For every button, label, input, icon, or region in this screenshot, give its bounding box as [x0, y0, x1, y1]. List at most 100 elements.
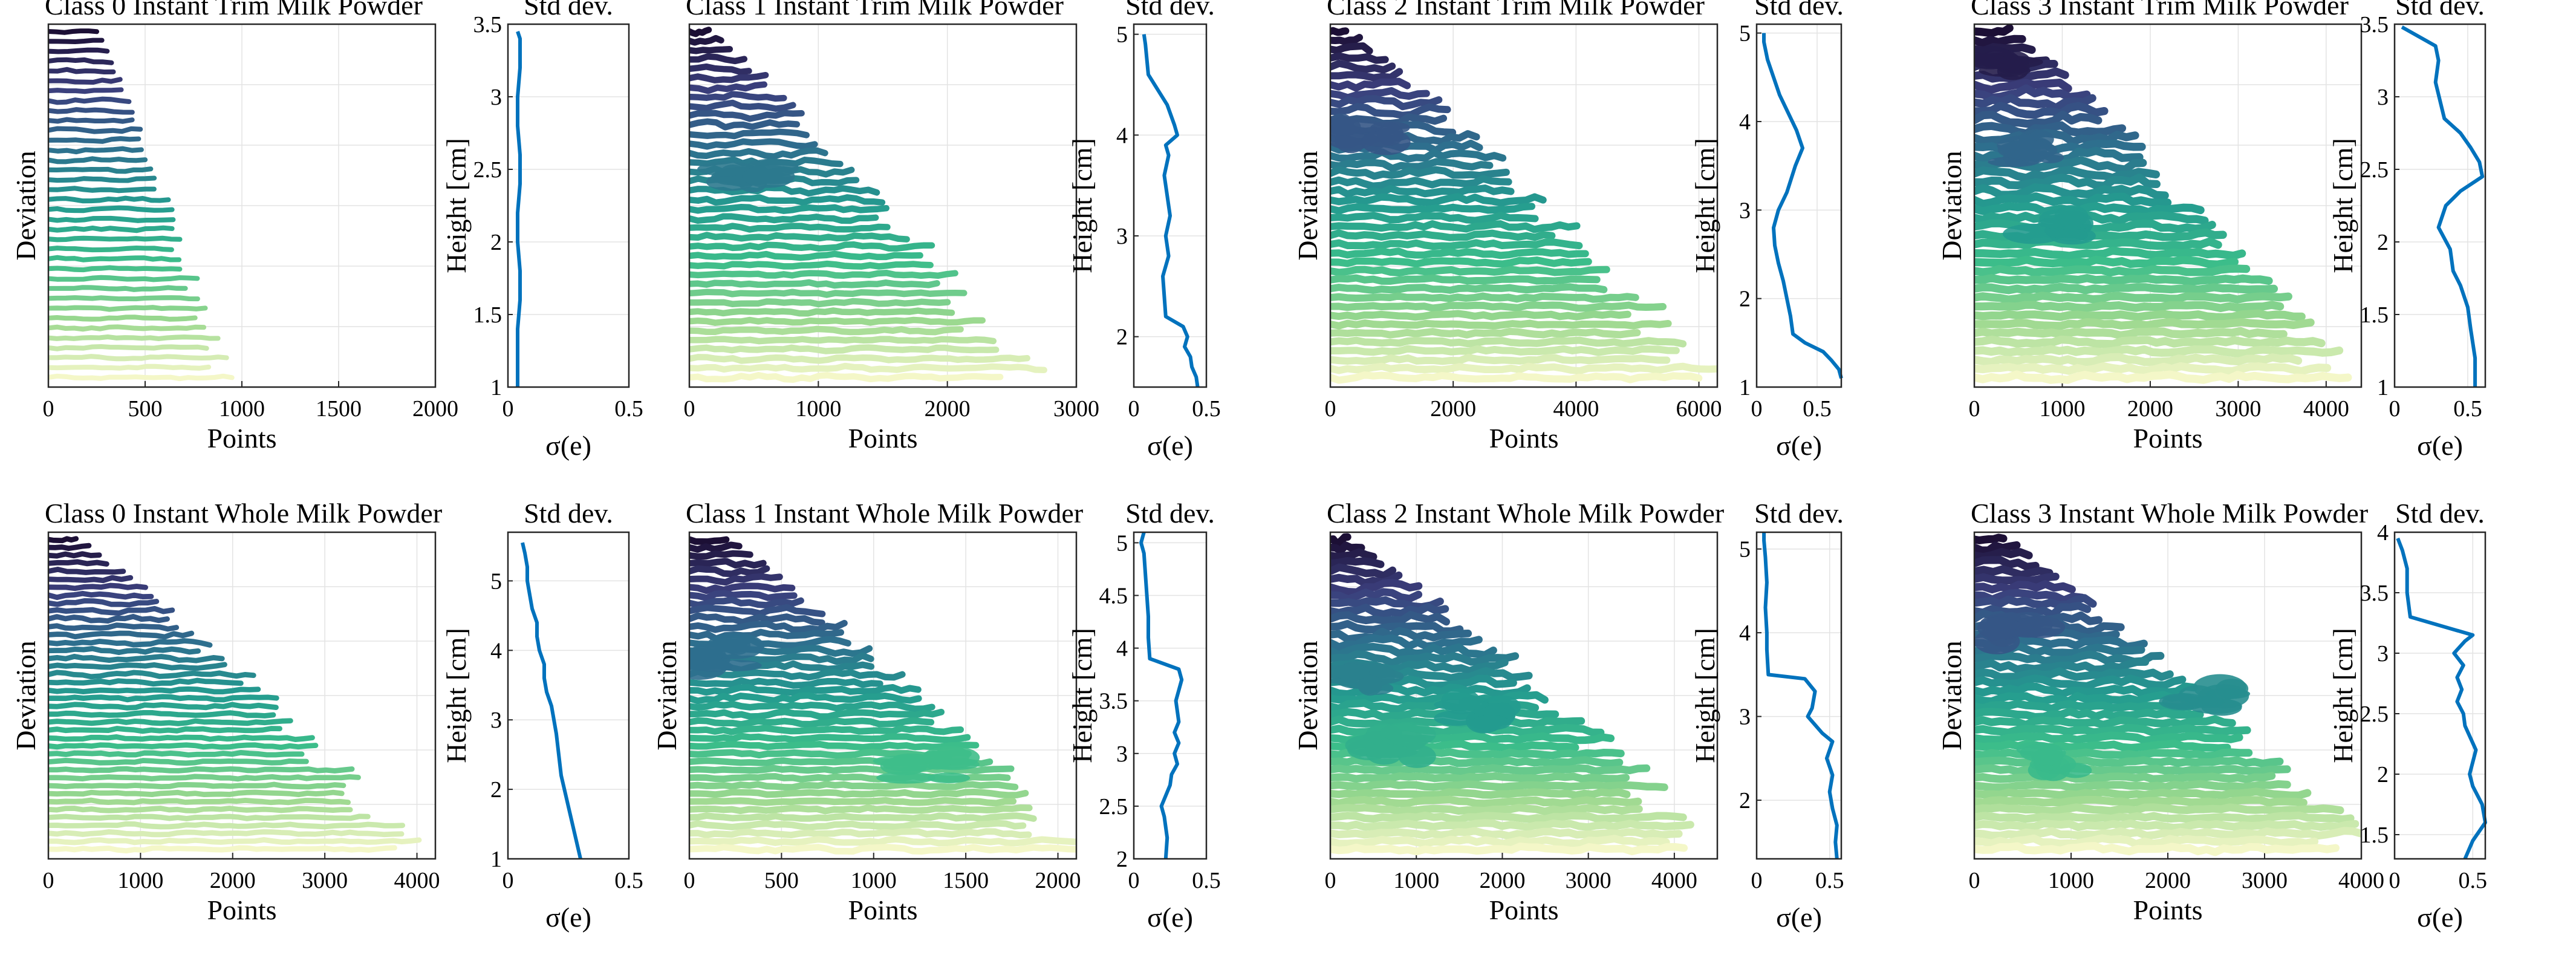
y-axis-label: Deviation	[1936, 151, 1967, 260]
panel-6: 0 1000 2000 3000 4000 Class 2 Instant Whole M…	[1292, 498, 1724, 925]
plot-frame	[47, 531, 437, 860]
layer-trace	[1974, 129, 2139, 146]
layer-trace	[1330, 533, 1351, 547]
dense-cluster	[1358, 674, 1382, 696]
layer-trace	[689, 573, 783, 586]
layer-trace	[1974, 183, 2169, 200]
y-axis-label: Deviation	[651, 640, 682, 750]
dense-cluster	[2031, 749, 2063, 766]
layer-trace	[689, 109, 805, 122]
sd-x-axis-label: σ(e)	[545, 902, 591, 933]
deviation-traces	[1974, 533, 2361, 856]
layer-trace	[48, 694, 279, 703]
plot-frame	[1973, 23, 2363, 388]
dense-cluster	[742, 165, 795, 188]
x-tick-label: 0	[43, 868, 54, 893]
layer-trace	[689, 804, 1033, 815]
dense-cluster	[1363, 743, 1407, 758]
layer-trace	[1974, 715, 2236, 729]
panel-title: Class 1 Instant Trim Milk Powder	[686, 0, 1064, 21]
sd-y-tick-label: 2	[2377, 230, 2389, 255]
layer-trace	[48, 710, 276, 719]
dense-cluster	[927, 772, 971, 784]
layer-trace	[1974, 780, 2291, 792]
layer-trace	[48, 686, 261, 695]
layer-trace	[1974, 34, 2026, 47]
sd-y-tick-label: 3	[1116, 224, 1128, 249]
layer-trace	[689, 708, 945, 720]
sd-y-tick-label: 3	[490, 85, 502, 110]
layer-trace	[689, 34, 724, 46]
x-axis-label: Points	[2133, 895, 2202, 925]
dense-cluster	[1434, 710, 1480, 726]
layer-trace	[1974, 827, 2361, 840]
panel-title: Class 2 Instant Whole Milk Powder	[1327, 498, 1724, 529]
sd-title: Std dev.	[2395, 0, 2485, 21]
sd-panel-1: 2 3 4 5 0 0.5 Std dev. σ(e) Height [cm]	[1067, 0, 1221, 461]
dense-cluster	[2055, 229, 2089, 242]
layer-trace	[689, 279, 940, 289]
layer-trace	[48, 677, 244, 687]
dense-cluster	[697, 161, 756, 177]
x-tick-label: 0	[1325, 396, 1336, 422]
layer-trace	[48, 726, 282, 734]
deviation-traces	[1330, 533, 1694, 856]
layer-trace	[1330, 835, 1670, 848]
deviation-traces	[689, 27, 1047, 383]
layer-trace	[1330, 819, 1694, 831]
x-tick-label: 2000	[2127, 396, 2173, 422]
layer-trace	[689, 184, 880, 197]
sd-y-tick-label: 3	[2377, 641, 2389, 667]
sd-x-tick-label: 0.5	[2459, 868, 2488, 893]
layer-trace	[48, 797, 351, 806]
dense-cluster	[696, 660, 733, 673]
layer-trace	[1330, 34, 1364, 45]
layer-trace	[689, 99, 796, 112]
layer-trace	[48, 363, 212, 371]
sd-y-tick-label: 2.5	[473, 157, 503, 183]
layer-trace	[48, 702, 279, 711]
layer-trace	[48, 117, 135, 124]
layer-trace	[48, 235, 183, 243]
layer-trace	[1330, 620, 1464, 635]
layer-trace	[1330, 345, 1680, 356]
layer-trace	[48, 654, 225, 663]
sd-y-axis-label: Height [cm]	[441, 628, 472, 763]
sd-y-tick-label: 2	[1739, 788, 1751, 813]
layer-trace	[1974, 556, 2040, 571]
layer-trace	[689, 260, 934, 270]
sd-y-tick-label: 2	[1116, 325, 1128, 350]
layer-trace	[1330, 362, 1717, 375]
layer-trace	[48, 774, 361, 782]
x-tick-label: 2000	[412, 396, 458, 422]
layer-trace	[48, 582, 148, 592]
layer-trace	[48, 107, 135, 115]
sd-title: Std dev.	[1754, 0, 1844, 21]
sd-plot-frame	[507, 23, 630, 388]
sd-plot-frame	[2393, 531, 2487, 860]
layer-trace	[1330, 52, 1389, 64]
layer-trace	[1974, 602, 2092, 619]
sd-y-axis-label: Height [cm]	[1067, 138, 1098, 273]
layer-trace	[689, 668, 906, 681]
layer-trace	[689, 372, 1004, 383]
dense-cluster	[2015, 616, 2066, 639]
layer-trace	[689, 619, 848, 633]
layer-trace	[1974, 121, 2127, 138]
layer-trace	[48, 305, 208, 312]
dense-cluster	[1377, 122, 1404, 146]
sd-y-tick-label: 3	[1116, 742, 1128, 767]
sd-y-tick-label: 1.5	[2360, 823, 2389, 848]
x-tick-label: 2000	[925, 396, 971, 422]
x-tick-label: 500	[128, 396, 163, 422]
layer-trace	[689, 590, 798, 602]
dense-cluster	[1330, 117, 1361, 136]
layer-trace	[48, 718, 293, 726]
layer-trace	[1974, 362, 2332, 376]
layer-trace	[1330, 283, 1608, 294]
layer-trace	[1330, 803, 1643, 815]
y-axis-label: Deviation	[1936, 640, 1967, 750]
layer-trace	[48, 536, 79, 544]
panel-title: Class 0 Instant Whole Milk Powder	[45, 498, 442, 529]
layer-trace	[1330, 788, 1631, 800]
